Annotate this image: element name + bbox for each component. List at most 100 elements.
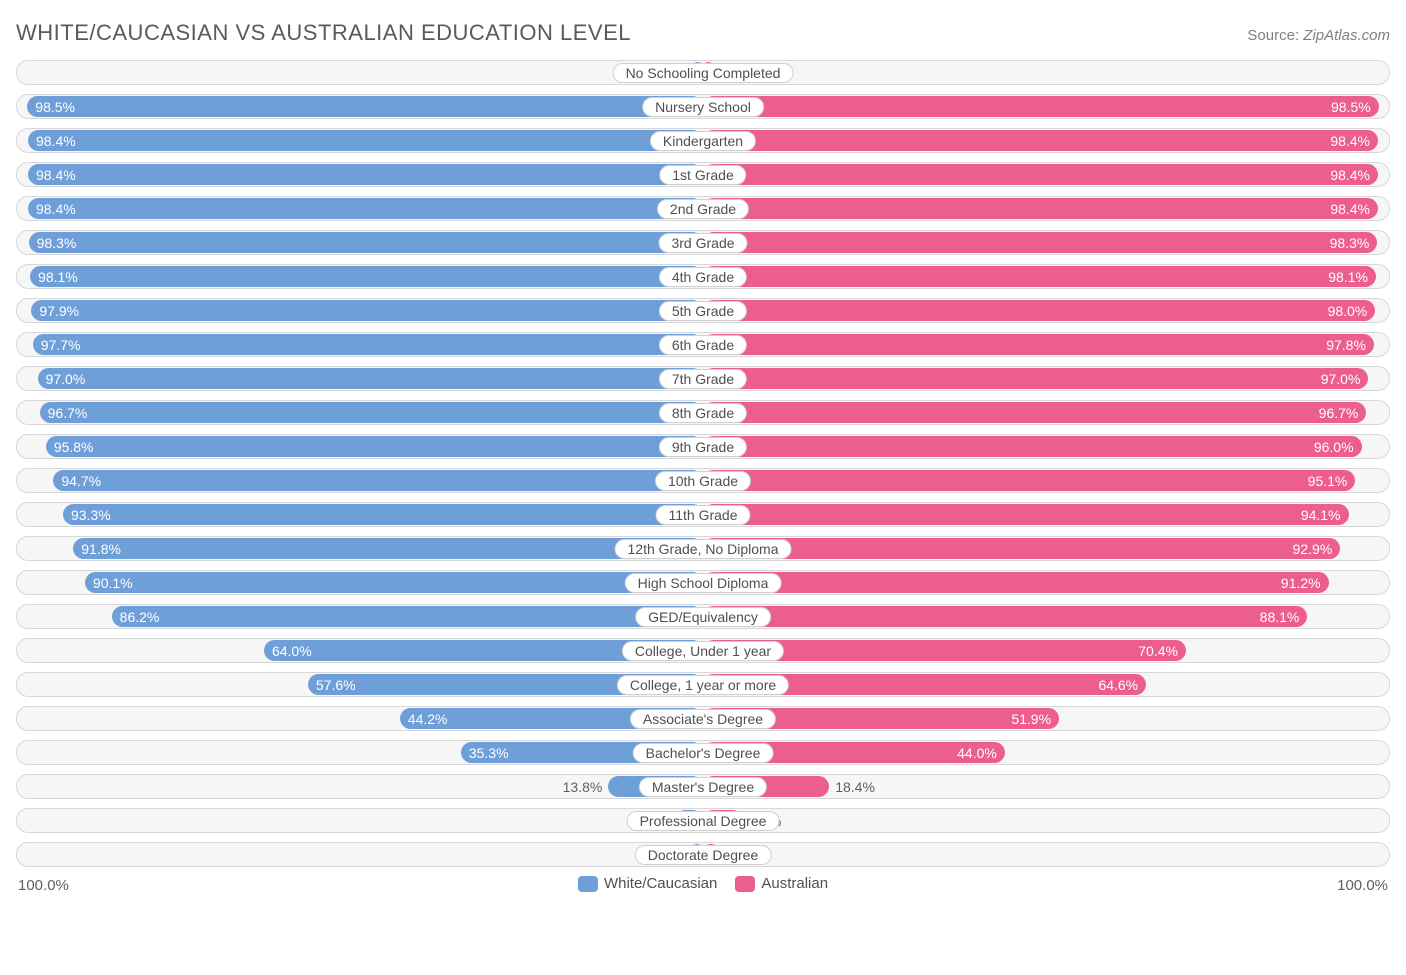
- value-right: 92.9%: [1293, 538, 1333, 559]
- value-right: 94.1%: [1301, 504, 1341, 525]
- chart-row: 97.0%97.0%7th Grade: [16, 366, 1390, 391]
- bar-right: 98.3%: [703, 232, 1377, 253]
- value-right: 98.4%: [1330, 130, 1370, 151]
- category-label: Professional Degree: [627, 811, 780, 831]
- chart-row: 98.4% 98.4% 2nd Grade: [16, 196, 1390, 221]
- value-right: 51.9%: [1011, 708, 1051, 729]
- value-right: 98.4%: [1330, 198, 1370, 219]
- chart-title: WHITE/CAUCASIAN VS AUSTRALIAN EDUCATION …: [16, 20, 631, 46]
- legend-label-left: White/Caucasian: [604, 875, 717, 892]
- chart-row: 97.7% 97.8% 6th Grade: [16, 332, 1390, 357]
- chart-row: 1.6%1.6%No Schooling Completed: [16, 60, 1390, 85]
- category-label: 10th Grade: [655, 471, 751, 491]
- value-right: 95.1%: [1308, 470, 1348, 491]
- bar-left: 86.2%: [112, 606, 703, 627]
- bar-right: 97.0%: [703, 368, 1368, 389]
- value-left: 64.0%: [272, 640, 312, 661]
- value-left: 93.3%: [71, 504, 111, 525]
- value-left: 95.8%: [54, 436, 94, 457]
- category-label: College, Under 1 year: [622, 641, 784, 661]
- value-left: 35.3%: [469, 742, 509, 763]
- category-label: Associate's Degree: [630, 709, 776, 729]
- value-left: 98.4%: [36, 198, 76, 219]
- chart-header: WHITE/CAUCASIAN VS AUSTRALIAN EDUCATION …: [16, 20, 1390, 46]
- category-label: 5th Grade: [659, 301, 747, 321]
- chart-row: 98.4%98.4%1st Grade: [16, 162, 1390, 187]
- bar-right: 98.0%: [703, 300, 1375, 321]
- category-label: Doctorate Degree: [635, 845, 772, 865]
- value-right: 70.4%: [1138, 640, 1178, 661]
- chart-row: 93.3% 94.1% 11th Grade: [16, 502, 1390, 527]
- category-label: GED/Equivalency: [635, 607, 771, 627]
- value-left: 97.7%: [41, 334, 81, 355]
- value-left: 96.7%: [48, 402, 88, 423]
- bar-left: 98.5%: [27, 96, 703, 117]
- bar-right: 98.4%: [703, 164, 1378, 185]
- bar-right: 97.8%: [703, 334, 1374, 355]
- legend-item-left: White/Caucasian: [578, 875, 717, 892]
- category-label: 4th Grade: [659, 267, 747, 287]
- category-label: 2nd Grade: [657, 199, 749, 219]
- bar-left: 97.9%: [31, 300, 703, 321]
- bar-left: 98.4%: [28, 198, 703, 219]
- category-label: 1st Grade: [659, 165, 746, 185]
- value-left: 94.7%: [61, 470, 101, 491]
- value-left: 13.8%: [563, 775, 603, 798]
- chart-row: 35.3%44.0%Bachelor's Degree: [16, 740, 1390, 765]
- axis-max-right: 100.0%: [1337, 877, 1388, 894]
- bar-right: 88.1%: [703, 606, 1307, 627]
- chart-source: Source: ZipAtlas.com: [1247, 27, 1390, 44]
- chart-row: 98.1%98.1%4th Grade: [16, 264, 1390, 289]
- value-left: 91.8%: [81, 538, 121, 559]
- bar-right: 98.5%: [703, 96, 1379, 117]
- chart-row: 90.1%91.2%High School Diploma: [16, 570, 1390, 595]
- value-right: 97.8%: [1326, 334, 1366, 355]
- value-left: 98.5%: [35, 96, 75, 117]
- chart-row: 86.2% 88.1% GED/Equivalency: [16, 604, 1390, 629]
- bar-left: 98.4%: [28, 130, 703, 151]
- category-label: 3rd Grade: [658, 233, 747, 253]
- bar-right: 96.7%: [703, 402, 1366, 423]
- bar-right: 91.2%: [703, 572, 1329, 593]
- chart-row: 98.5%98.5%Nursery School: [16, 94, 1390, 119]
- chart-row: 4.1%5.9%Professional Degree: [16, 808, 1390, 833]
- category-label: 9th Grade: [659, 437, 747, 457]
- category-label: 6th Grade: [659, 335, 747, 355]
- value-right: 88.1%: [1260, 606, 1300, 627]
- value-left: 98.4%: [36, 164, 76, 185]
- value-left: 98.3%: [37, 232, 77, 253]
- category-label: Master's Degree: [639, 777, 767, 797]
- category-label: 7th Grade: [659, 369, 747, 389]
- category-label: Kindergarten: [650, 131, 756, 151]
- chart-legend: White/Caucasian Australian: [578, 875, 828, 892]
- value-left: 90.1%: [93, 572, 133, 593]
- value-left: 97.9%: [39, 300, 79, 321]
- bar-right: 92.9%: [703, 538, 1340, 559]
- category-label: Nursery School: [642, 97, 764, 117]
- bar-left: 91.8%: [73, 538, 703, 559]
- value-right: 96.0%: [1314, 436, 1354, 457]
- legend-swatch-left: [578, 876, 598, 892]
- bar-left: 95.8%: [46, 436, 703, 457]
- source-value: ZipAtlas.com: [1303, 27, 1390, 44]
- chart-row: 98.4%98.4%Kindergarten: [16, 128, 1390, 153]
- value-left: 98.1%: [38, 266, 78, 287]
- chart-row: 64.0% 70.4% College, Under 1 year: [16, 638, 1390, 663]
- value-right: 98.3%: [1330, 232, 1370, 253]
- legend-item-right: Australian: [735, 875, 828, 892]
- chart-row: 1.8%2.4%Doctorate Degree: [16, 842, 1390, 867]
- category-label: 8th Grade: [659, 403, 747, 423]
- source-label: Source:: [1247, 27, 1299, 44]
- value-left: 97.0%: [46, 368, 86, 389]
- value-right: 96.7%: [1319, 402, 1359, 423]
- category-label: 11th Grade: [655, 505, 750, 525]
- value-left: 57.6%: [316, 674, 356, 695]
- bar-right: 95.1%: [703, 470, 1355, 491]
- value-left: 86.2%: [120, 606, 160, 627]
- value-left: 44.2%: [408, 708, 448, 729]
- chart-row: 91.8%92.9%12th Grade, No Diploma: [16, 536, 1390, 561]
- legend-label-right: Australian: [761, 875, 828, 892]
- chart-row: 44.2% 51.9% Associate's Degree: [16, 706, 1390, 731]
- bar-right: 96.0%: [703, 436, 1362, 457]
- axis-max-left: 100.0%: [18, 877, 69, 894]
